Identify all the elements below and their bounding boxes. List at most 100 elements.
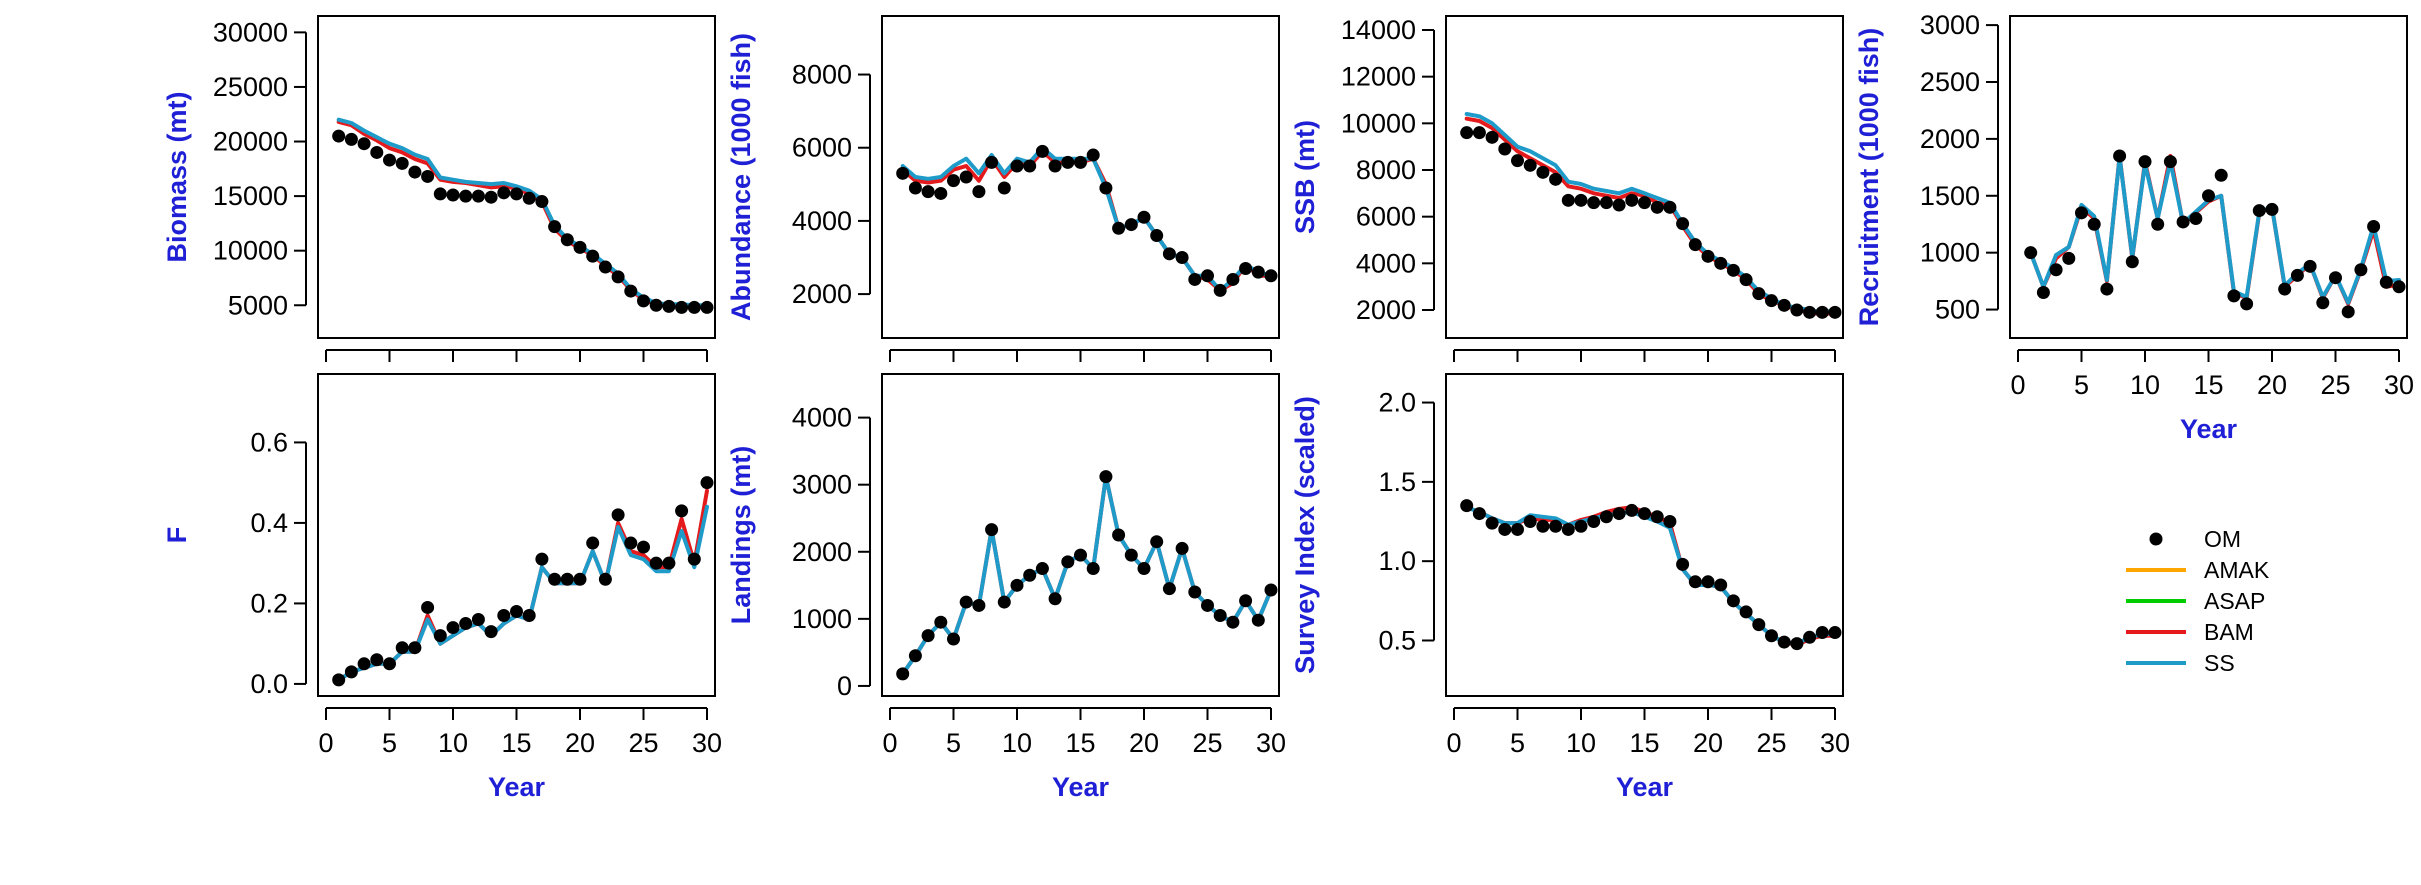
point-om	[1251, 265, 1265, 279]
x-axis-title: Year	[1052, 772, 1110, 802]
y-tick-label: 2500	[1920, 67, 1980, 97]
point-om	[908, 649, 922, 663]
point-om	[1162, 247, 1176, 261]
x-tick-label: 30	[2384, 370, 2414, 400]
y-tick-label: 4000	[792, 206, 852, 236]
legend-label: ASAP	[2204, 588, 2265, 614]
plot-box	[317, 373, 716, 697]
point-om	[1638, 196, 1651, 210]
point-om	[1511, 154, 1524, 168]
point-om	[1765, 629, 1778, 643]
point-om	[1650, 200, 1664, 214]
y-axis-title: Biomass (mt)	[162, 91, 192, 262]
legend-label: AMAK	[2204, 557, 2270, 583]
point-om	[2151, 217, 2165, 231]
point-om	[1264, 583, 1278, 597]
y-tick-label: 6000	[1356, 202, 1416, 232]
y-tick-label: 6000	[792, 133, 852, 163]
point-om	[459, 617, 473, 631]
point-om	[332, 129, 346, 143]
point-om	[1599, 196, 1613, 210]
point-om	[1663, 515, 1677, 529]
point-om	[1485, 130, 1499, 144]
plot-box	[1445, 15, 1844, 339]
point-om	[675, 300, 689, 314]
point-om	[1726, 263, 1740, 277]
x-tick-label: 20	[1693, 728, 1723, 758]
point-om	[471, 189, 485, 203]
point-om	[1099, 470, 1113, 484]
x-tick-label: 15	[501, 728, 531, 758]
y-tick-label: 2000	[1920, 124, 1980, 154]
point-om	[921, 629, 935, 643]
point-om	[1536, 519, 1550, 533]
point-om	[972, 185, 986, 199]
point-om	[2329, 271, 2342, 285]
point-om	[1676, 217, 1690, 231]
point-om	[1549, 519, 1563, 533]
point-om	[2278, 282, 2292, 296]
x-axis-title: Year	[2180, 414, 2238, 444]
point-om	[433, 629, 447, 643]
point-om	[2341, 305, 2355, 319]
y-tick-label: 1000	[792, 604, 852, 634]
x-tick-label: 30	[1256, 728, 1286, 758]
point-om	[1061, 155, 1075, 169]
point-om	[586, 249, 600, 263]
point-om	[896, 166, 910, 180]
point-om	[446, 188, 460, 202]
point-om	[1498, 142, 1512, 156]
point-om	[344, 132, 358, 146]
point-om	[383, 153, 396, 167]
point-om	[408, 641, 422, 655]
legend-entry-om: OM	[2149, 526, 2241, 552]
point-om	[1201, 269, 1214, 283]
point-om	[1137, 562, 1151, 576]
legend-label: OM	[2204, 526, 2241, 552]
legend: OM AMAK ASAP BAM SS	[2126, 526, 2270, 676]
point-om	[1561, 522, 1575, 536]
legend-entry-ss: SS	[2126, 650, 2235, 676]
y-tick-label: 0.2	[250, 588, 288, 618]
point-om	[1574, 193, 1588, 207]
point-om	[611, 508, 625, 522]
point-om	[2075, 206, 2088, 220]
x-tick-label: 5	[2074, 370, 2089, 400]
point-om	[535, 195, 549, 209]
y-axis-title: SSB (mt)	[1290, 120, 1320, 234]
point-om	[1472, 126, 1486, 140]
y-tick-label: 2000	[792, 537, 852, 567]
point-om	[1523, 158, 1537, 172]
point-om	[2176, 215, 2190, 229]
point-om	[1035, 144, 1049, 158]
point-om	[1112, 528, 1126, 542]
point-om	[637, 540, 650, 554]
point-om	[1714, 256, 1728, 270]
point-om	[624, 284, 638, 298]
point-om	[1150, 535, 1164, 549]
point-om	[2227, 289, 2241, 303]
point-om	[1650, 510, 1664, 524]
point-om	[1074, 548, 1087, 562]
point-om	[1752, 618, 1766, 632]
point-om	[2252, 204, 2266, 218]
point-om	[510, 187, 523, 201]
y-tick-label: 0.5	[1378, 625, 1416, 655]
legend-entry-asap: ASAP	[2126, 588, 2265, 614]
point-om	[972, 598, 986, 612]
point-om	[1739, 273, 1753, 287]
point-om	[408, 165, 422, 179]
point-om	[1803, 305, 1817, 319]
y-tick-label: 2.0	[1378, 388, 1416, 418]
x-tick-label: 25	[1192, 728, 1222, 758]
point-om	[560, 572, 574, 586]
x-tick-label: 0	[882, 728, 897, 758]
y-tick-label: 8000	[792, 60, 852, 90]
point-om	[1472, 507, 1486, 521]
point-om	[997, 595, 1011, 609]
x-tick-label: 5	[1510, 728, 1525, 758]
point-om	[1188, 272, 1202, 286]
x-tick-label: 20	[1129, 728, 1159, 758]
point-om	[586, 536, 600, 550]
y-tick-label: 3000	[792, 470, 852, 500]
